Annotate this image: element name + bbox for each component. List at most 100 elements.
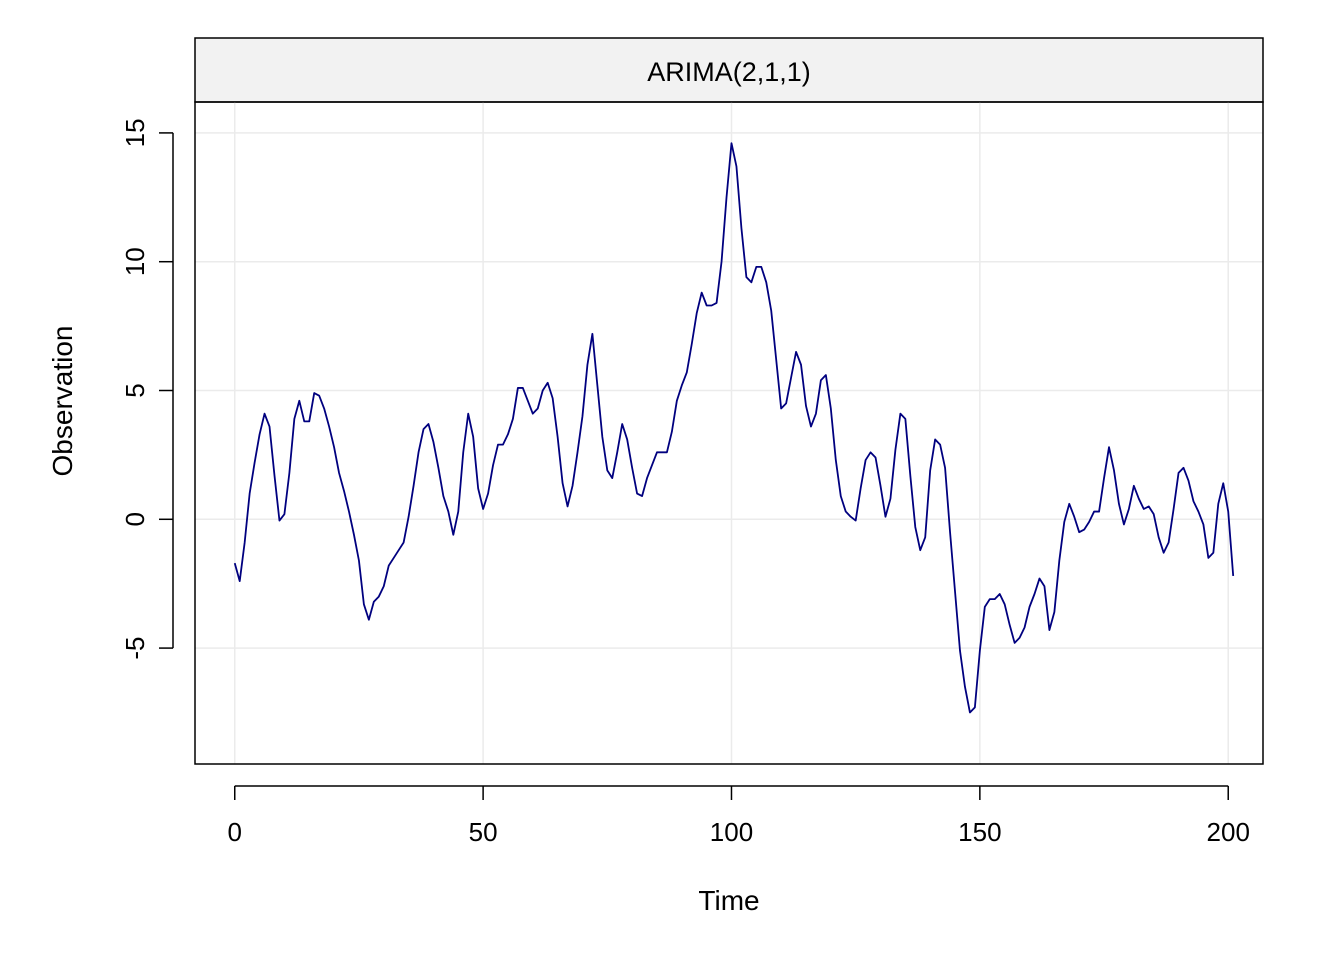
data-point-105 xyxy=(755,266,757,268)
data-point-80 xyxy=(631,467,633,469)
x-tick-label: 100 xyxy=(710,817,753,847)
data-point-141 xyxy=(934,438,936,440)
data-point-5 xyxy=(258,433,260,435)
data-point-194 xyxy=(1197,510,1199,512)
data-point-11 xyxy=(288,472,290,474)
data-point-200 xyxy=(1227,510,1229,512)
data-point-22 xyxy=(343,490,345,492)
data-point-116 xyxy=(810,425,812,427)
data-point-21 xyxy=(338,472,340,474)
data-point-156 xyxy=(1008,624,1010,626)
data-point-131 xyxy=(884,516,886,518)
data-point-78 xyxy=(621,423,623,425)
data-point-68 xyxy=(571,485,573,487)
strip-header xyxy=(194,37,1264,103)
data-point-189 xyxy=(1172,508,1174,510)
data-point-126 xyxy=(859,487,861,489)
data-point-64 xyxy=(551,397,553,399)
data-point-7 xyxy=(268,425,270,427)
data-point-183 xyxy=(1143,508,1145,510)
data-point-51 xyxy=(487,492,489,494)
data-point-173 xyxy=(1093,510,1095,512)
data-point-174 xyxy=(1098,510,1100,512)
data-point-95 xyxy=(705,304,707,306)
data-point-104 xyxy=(750,281,752,283)
data-point-66 xyxy=(561,482,563,484)
data-point-42 xyxy=(442,495,444,497)
data-point-61 xyxy=(537,407,539,409)
data-point-123 xyxy=(845,510,847,512)
data-point-70 xyxy=(581,415,583,417)
data-point-145 xyxy=(954,590,956,592)
data-point-151 xyxy=(984,606,986,608)
data-point-110 xyxy=(780,407,782,409)
data-point-120 xyxy=(830,407,832,409)
data-point-8 xyxy=(273,474,275,476)
x-tick-label: 0 xyxy=(228,817,242,847)
data-point-81 xyxy=(636,492,638,494)
data-point-85 xyxy=(656,451,658,453)
data-point-71 xyxy=(586,364,588,366)
data-point-169 xyxy=(1073,516,1075,518)
data-point-87 xyxy=(666,451,668,453)
data-point-97 xyxy=(715,302,717,304)
data-point-175 xyxy=(1103,477,1105,479)
data-point-94 xyxy=(700,291,702,293)
data-point-119 xyxy=(825,374,827,376)
data-point-111 xyxy=(785,402,787,404)
data-point-155 xyxy=(1003,603,1005,605)
data-point-0 xyxy=(234,562,236,564)
data-point-198 xyxy=(1217,503,1219,505)
data-point-40 xyxy=(432,441,434,443)
data-point-164 xyxy=(1048,629,1050,631)
data-point-146 xyxy=(959,649,961,651)
data-point-137 xyxy=(914,526,916,528)
data-point-147 xyxy=(964,686,966,688)
data-point-93 xyxy=(696,312,698,314)
y-axis-title: Observation xyxy=(47,326,78,477)
data-point-139 xyxy=(924,536,926,538)
data-point-57 xyxy=(517,387,519,389)
data-point-65 xyxy=(556,436,558,438)
data-point-103 xyxy=(745,276,747,278)
data-point-167 xyxy=(1063,521,1065,523)
data-point-73 xyxy=(596,384,598,386)
data-point-34 xyxy=(402,541,404,543)
data-point-124 xyxy=(850,516,852,518)
data-point-38 xyxy=(422,428,424,430)
data-point-143 xyxy=(944,467,946,469)
data-point-48 xyxy=(472,436,474,438)
data-point-37 xyxy=(417,451,419,453)
data-point-160 xyxy=(1028,606,1030,608)
data-point-158 xyxy=(1018,637,1020,639)
data-point-196 xyxy=(1207,557,1209,559)
data-point-14 xyxy=(303,420,305,422)
data-point-23 xyxy=(348,510,350,512)
data-point-149 xyxy=(974,706,976,708)
data-point-187 xyxy=(1162,552,1164,554)
data-point-138 xyxy=(919,549,921,551)
data-point-159 xyxy=(1023,626,1025,628)
data-point-107 xyxy=(765,281,767,283)
data-point-150 xyxy=(979,649,981,651)
data-point-33 xyxy=(397,549,399,551)
data-point-186 xyxy=(1157,536,1159,538)
data-point-122 xyxy=(840,495,842,497)
y-tick-label: -5 xyxy=(120,637,150,660)
data-point-192 xyxy=(1187,479,1189,481)
data-point-86 xyxy=(661,451,663,453)
data-point-54 xyxy=(502,443,504,445)
data-point-163 xyxy=(1043,585,1045,587)
data-point-115 xyxy=(805,405,807,407)
data-point-129 xyxy=(874,456,876,458)
chart-title: ARIMA(2,1,1) xyxy=(647,57,811,87)
data-point-72 xyxy=(591,333,593,335)
data-point-28 xyxy=(373,601,375,603)
data-point-55 xyxy=(507,433,509,435)
data-point-140 xyxy=(929,469,931,471)
data-point-36 xyxy=(412,485,414,487)
data-point-136 xyxy=(909,474,911,476)
data-point-43 xyxy=(447,510,449,512)
data-point-108 xyxy=(770,309,772,311)
